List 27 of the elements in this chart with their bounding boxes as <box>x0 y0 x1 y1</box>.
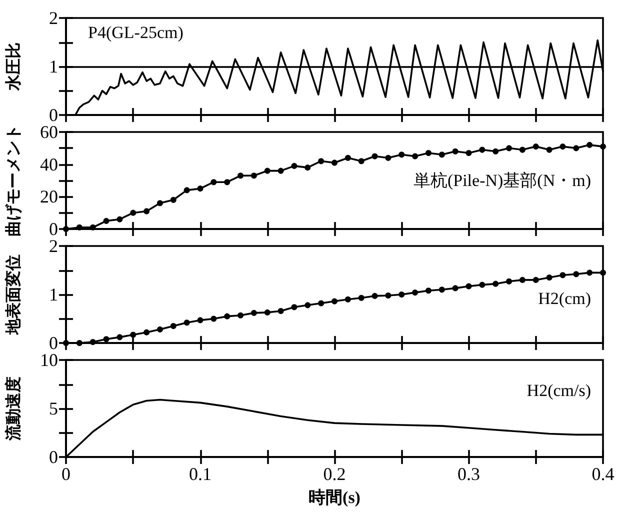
y-axis-title: 地表面変位 <box>4 254 22 336</box>
annotation: 単杭(Pile-N)基部(N・m) <box>413 171 591 190</box>
y-tick-label: 1 <box>49 284 58 304</box>
y-axis-title: 水圧比 <box>4 42 22 92</box>
y-tick-label: 40 <box>40 154 58 174</box>
y-tick-label: 60 <box>40 122 58 142</box>
y-axis-title: 曲げモーメント <box>4 124 22 236</box>
x-tick-label: 0.1 <box>189 464 212 484</box>
y-tick-label: 2 <box>49 8 58 28</box>
x-tick-label: 0 <box>62 464 70 484</box>
annotation: H2(cm/s) <box>526 381 592 400</box>
y-tick-label: 0 <box>49 447 58 467</box>
x-tick-label: 0.3 <box>458 464 480 484</box>
y-axis-title: 流動速度 <box>4 376 22 442</box>
x-tick-label: 0.2 <box>323 464 346 484</box>
y-tick-label: 10 <box>40 350 58 370</box>
y-tick-label: 20 <box>40 186 58 207</box>
x-tick-label: 0.4 <box>592 464 614 484</box>
annotation: P4(GL-25cm) <box>88 23 184 42</box>
annotation: H2(cm) <box>538 289 592 308</box>
y-tick-label: 0 <box>49 105 58 125</box>
y-tick-label: 2 <box>49 236 58 256</box>
y-tick-label: 1 <box>49 56 58 76</box>
y-tick-label: 5 <box>49 398 58 418</box>
y-tick-label: 0 <box>49 333 58 353</box>
y-tick-label: 0 <box>49 219 58 239</box>
x-axis-title: 時間(s) <box>308 488 360 507</box>
